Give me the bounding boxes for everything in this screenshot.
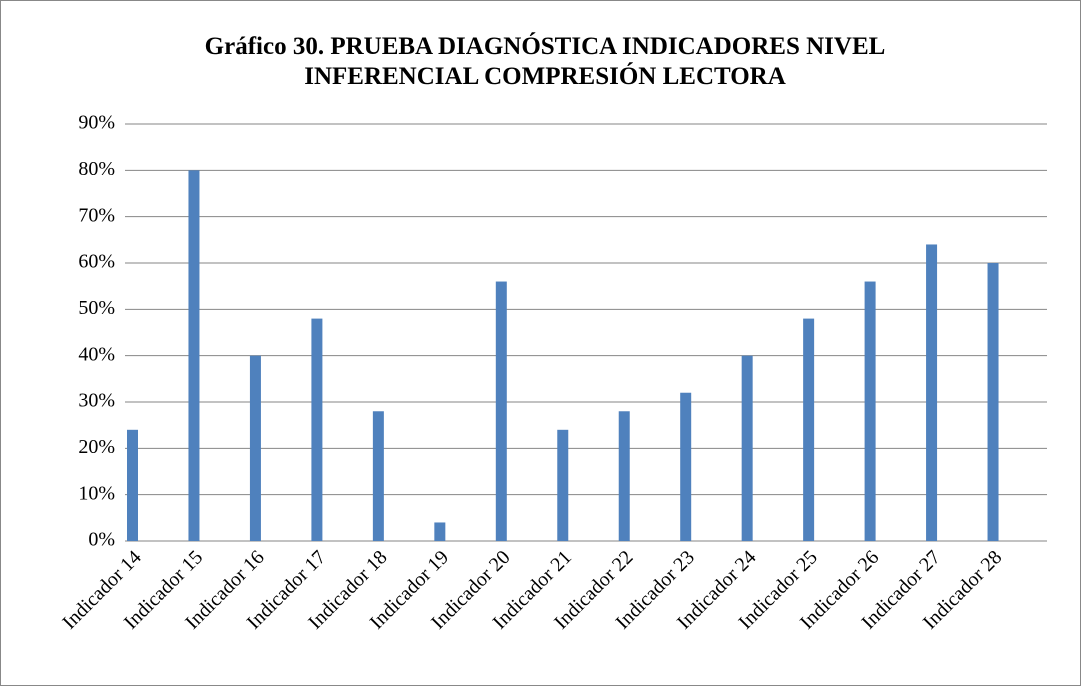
- bar: [803, 318, 815, 541]
- y-tick-label: 70%: [78, 204, 115, 226]
- y-tick-label: 0%: [88, 529, 115, 551]
- bar: [311, 318, 323, 541]
- bar: [557, 429, 569, 541]
- bar: [864, 281, 876, 541]
- bar: [741, 355, 753, 541]
- chart-title: Gráfico 30. PRUEBA DIAGNÓSTICA INDICADOR…: [204, 33, 886, 90]
- bar: [987, 263, 999, 541]
- y-tick-label: 50%: [78, 297, 115, 319]
- bar: [249, 355, 261, 541]
- y-tick-label: 20%: [78, 436, 115, 458]
- bar: [188, 170, 200, 542]
- y-tick-label: 10%: [78, 482, 115, 504]
- y-tick-label: 90%: [78, 112, 115, 134]
- bar: [495, 281, 507, 541]
- y-tick-label: 40%: [78, 343, 115, 365]
- bar: [434, 522, 446, 541]
- bar: [618, 411, 630, 541]
- bar: [926, 244, 938, 541]
- y-tick-label: 60%: [78, 251, 115, 273]
- bar: [372, 411, 384, 541]
- bar: [680, 392, 692, 541]
- y-tick-label: 30%: [78, 390, 115, 412]
- bar: [127, 429, 138, 541]
- y-tick-label: 80%: [78, 158, 115, 180]
